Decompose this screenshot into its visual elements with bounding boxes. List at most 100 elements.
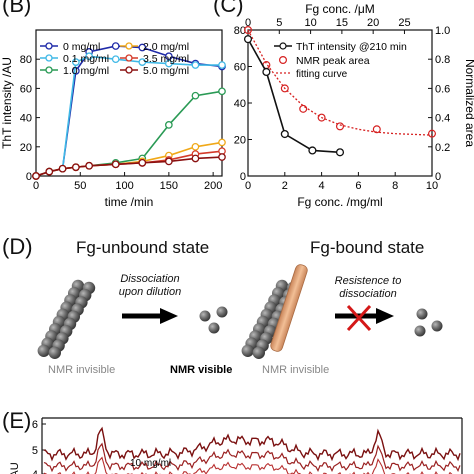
c-tht-point: [308, 146, 317, 155]
c-ylabel-right: Normalized area: [463, 59, 474, 147]
dilution-arrow-icon: [122, 308, 178, 324]
b-data-point: [138, 159, 147, 167]
b-data-point: [191, 91, 200, 100]
b-data-point: [218, 153, 226, 161]
c-xtick-label: 6: [355, 180, 361, 192]
c-ytick-left-label: 60: [234, 62, 246, 74]
protein-sphere: [199, 310, 211, 322]
b-data-point: [111, 160, 120, 169]
protein-sphere: [216, 306, 228, 318]
c-xtick-label: 0: [245, 180, 251, 192]
fibril-bound-icon: [241, 264, 308, 359]
c-nmr-point: [244, 26, 253, 35]
c-legend-label: fitting curve: [296, 69, 348, 80]
protein-sphere: [208, 322, 220, 334]
c-ytick-right-label: 0.8: [435, 54, 450, 66]
b-legend-label: 0.1 mg/ml: [63, 53, 109, 65]
c-ytick-left-label: 40: [234, 98, 246, 110]
b-ytick-label: 0: [26, 171, 32, 183]
c-xtick-label: 4: [319, 180, 325, 192]
panel-e-letter: (E): [2, 408, 32, 433]
nmr-invisible-label-2: NMR invisible: [262, 364, 330, 376]
c-top-xtick-label: 0: [245, 17, 251, 29]
protein-sphere: [252, 346, 265, 359]
c-nmr-point: [372, 125, 381, 134]
panel-d-letter: (D): [2, 234, 33, 259]
remaining-monomers-icon: [414, 308, 443, 337]
c-nmr-point: [317, 113, 326, 122]
fibril-unbound-icon: [37, 279, 96, 359]
e-ytick-label: 5: [32, 445, 38, 457]
resistance-caption: Resistence to dissociation: [334, 275, 402, 300]
e-spectrum-trace: [43, 442, 461, 473]
protein-sphere: [414, 325, 426, 337]
b-legend-marker: [125, 66, 133, 74]
b-xtick-label: 100: [115, 180, 133, 192]
e-spectrum-trace: [43, 456, 453, 474]
b-ytick-label: 40: [20, 113, 32, 125]
protein-sphere: [37, 344, 50, 357]
b-data-point: [218, 61, 226, 69]
b-legend-label: 1.0 mg/ml: [63, 65, 109, 77]
b-legend-marker: [125, 54, 133, 62]
b-data-point: [45, 167, 54, 176]
b-data-point: [191, 142, 200, 151]
c-ytick-left-label: 0: [240, 171, 246, 183]
c-tht-point: [335, 148, 345, 157]
b-ytick-label: 60: [20, 83, 32, 95]
c-xtick-label: 8: [392, 180, 398, 192]
c-tht-point: [280, 129, 289, 139]
c-top-xtick-label: 25: [398, 17, 410, 29]
b-data-point: [32, 172, 40, 180]
panel-b-frame: [35, 29, 223, 177]
c-top-xlabel: Fg conc. /μM: [305, 2, 375, 16]
e-ytick-label: 4: [32, 469, 38, 474]
c-ytick-right-label: 0: [435, 171, 441, 183]
c-nmr-point: [280, 84, 289, 93]
b-xtick-label: 0: [33, 180, 39, 192]
b-data-point: [72, 163, 80, 172]
b-data-point: [218, 87, 226, 96]
c-ytick-left-label: 80: [234, 25, 246, 37]
b-legend-marker: [45, 54, 53, 62]
b-data-point: [165, 157, 173, 166]
b-legend-marker: [45, 42, 53, 50]
c-ytick-left-label: 20: [234, 135, 246, 147]
nmr-visible-label: NMR visible: [170, 364, 233, 376]
b-data-point: [72, 58, 80, 66]
b-data-point: [218, 138, 226, 147]
c-ytick-right-label: 0.4: [435, 113, 450, 125]
b-ytick-label: 20: [20, 142, 32, 154]
c-legend-label: NMR peak area: [296, 55, 370, 67]
b-legend-label: 5.0 mg/ml: [143, 65, 189, 77]
c-tht-point: [243, 35, 253, 44]
b-legend-label: 0 mg/ml: [63, 41, 100, 53]
b-data-point: [111, 55, 120, 64]
b-data-point: [85, 52, 93, 61]
c-top-xtick-label: 5: [276, 17, 282, 29]
protein-sphere: [416, 308, 428, 320]
b-legend-marker: [125, 42, 133, 50]
red-cross-icon: [346, 304, 372, 332]
protein-sphere: [48, 346, 61, 359]
c-top-xtick-label: 10: [304, 17, 316, 29]
b-ytick-label: 80: [20, 54, 32, 66]
b-series-line: [35, 156, 223, 177]
b-data-point: [111, 42, 120, 50]
protein-sphere: [431, 320, 443, 332]
protein-sphere: [241, 344, 254, 357]
c-ytick-right-label: 0.2: [435, 142, 450, 154]
c-top-xtick-label: 15: [336, 17, 348, 29]
b-data-point: [165, 52, 173, 61]
e-ylabel: AU: [9, 462, 21, 474]
c-xtick-label: 10: [426, 180, 438, 192]
b-ylabel: ThT intensity /AU: [0, 57, 14, 149]
b-data-point: [191, 154, 200, 163]
c-ytick-right-label: 0.6: [435, 83, 450, 95]
panel-c-letter: (C): [213, 0, 244, 17]
panel-b-chart: 0 50 100 150 200 0 20 40 60 80 time /min ThT intens…: [0, 29, 226, 209]
released-monomers-icon: [199, 306, 228, 334]
b-xlabel: time /min: [105, 195, 154, 209]
b-data-point: [138, 58, 147, 66]
